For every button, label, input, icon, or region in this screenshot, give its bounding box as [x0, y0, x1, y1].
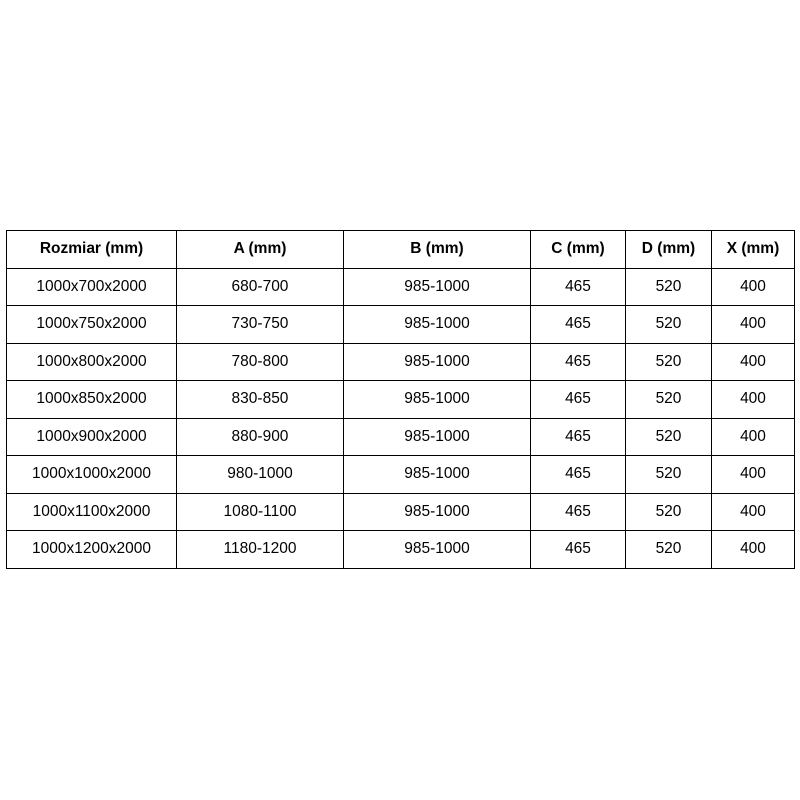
- table-cell: 465: [530, 380, 626, 419]
- table-row: 1000x700x2000 680-700 985-1000 465 520 400: [6, 267, 795, 306]
- table-cell: 520: [625, 530, 712, 569]
- table-cell: 980-1000: [176, 455, 344, 494]
- table-cell: 400: [711, 530, 795, 569]
- table-cell: 400: [711, 455, 795, 494]
- table-header-row: Rozmiar (mm) A (mm) B (mm) C (mm) D (mm) X (m…: [6, 230, 795, 269]
- table-row: 1000x750x2000 730-750 985-1000 465 520 400: [6, 305, 795, 344]
- table-cell: 465: [530, 417, 626, 456]
- table-cell: 1000x700x2000: [6, 267, 177, 306]
- table-cell: 400: [711, 342, 795, 381]
- table-cell: 520: [625, 380, 712, 419]
- table-cell: 520: [625, 492, 712, 531]
- table-cell: 465: [530, 342, 626, 381]
- table-row: 1000x850x2000 830-850 985-1000 465 520 400: [6, 380, 795, 419]
- table-cell: 1000x1000x2000: [6, 455, 177, 494]
- table-cell: 400: [711, 267, 795, 306]
- column-header: A (mm): [176, 230, 344, 269]
- table-row: 1000x1200x2000 1180-1200 985-1000 465 520 400: [6, 530, 795, 569]
- table-cell: 1000x900x2000: [6, 417, 177, 456]
- table-cell: 1080-1100: [176, 492, 344, 531]
- table-cell: 985-1000: [343, 492, 531, 531]
- table-cell: 465: [530, 492, 626, 531]
- table-cell: 1000x1100x2000: [6, 492, 177, 531]
- table-cell: 520: [625, 305, 712, 344]
- dimensions-table: Rozmiar (mm) A (mm) B (mm) C (mm) D (mm) X (m…: [6, 230, 795, 569]
- column-header: Rozmiar (mm): [6, 230, 177, 269]
- table-cell: 1180-1200: [176, 530, 344, 569]
- table-cell: 985-1000: [343, 267, 531, 306]
- table-cell: 780-800: [176, 342, 344, 381]
- table-cell: 985-1000: [343, 455, 531, 494]
- table-cell: 465: [530, 267, 626, 306]
- table-cell: 465: [530, 530, 626, 569]
- table-cell: 1000x850x2000: [6, 380, 177, 419]
- table-cell: 465: [530, 455, 626, 494]
- table-cell: 985-1000: [343, 305, 531, 344]
- table-row: 1000x1000x2000 980-1000 985-1000 465 520 400: [6, 455, 795, 494]
- table-cell: 1000x750x2000: [6, 305, 177, 344]
- column-header: C (mm): [530, 230, 626, 269]
- table-cell: 985-1000: [343, 342, 531, 381]
- table-cell: 985-1000: [343, 530, 531, 569]
- table-cell: 520: [625, 342, 712, 381]
- table-row: 1000x800x2000 780-800 985-1000 465 520 400: [6, 342, 795, 381]
- table-cell: 730-750: [176, 305, 344, 344]
- table-cell: 830-850: [176, 380, 344, 419]
- table-cell: 400: [711, 305, 795, 344]
- table-cell: 520: [625, 267, 712, 306]
- column-header: X (mm): [711, 230, 795, 269]
- table-cell: 400: [711, 417, 795, 456]
- table-cell: 400: [711, 492, 795, 531]
- table-cell: 985-1000: [343, 417, 531, 456]
- table-cell: 520: [625, 417, 712, 456]
- table-cell: 1000x800x2000: [6, 342, 177, 381]
- table-cell: 520: [625, 455, 712, 494]
- table-cell: 465: [530, 305, 626, 344]
- table-cell: 1000x1200x2000: [6, 530, 177, 569]
- column-header: D (mm): [625, 230, 712, 269]
- table-row: 1000x900x2000 880-900 985-1000 465 520 400: [6, 417, 795, 456]
- table-cell: 880-900: [176, 417, 344, 456]
- column-header: B (mm): [343, 230, 531, 269]
- table-cell: 400: [711, 380, 795, 419]
- table-cell: 680-700: [176, 267, 344, 306]
- table-row: 1000x1100x2000 1080-1100 985-1000 465 520 400: [6, 492, 795, 531]
- table-cell: 985-1000: [343, 380, 531, 419]
